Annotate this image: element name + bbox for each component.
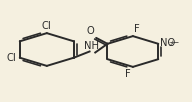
Text: +: + <box>169 39 175 44</box>
Text: Cl: Cl <box>7 53 16 63</box>
Text: NH: NH <box>84 41 99 51</box>
Text: −: − <box>172 40 179 46</box>
Text: O: O <box>87 26 94 36</box>
Text: Cl: Cl <box>42 21 52 31</box>
Text: F: F <box>125 69 131 79</box>
Text: F: F <box>134 24 140 34</box>
Text: 2: 2 <box>168 43 172 48</box>
Text: NO: NO <box>160 38 175 48</box>
